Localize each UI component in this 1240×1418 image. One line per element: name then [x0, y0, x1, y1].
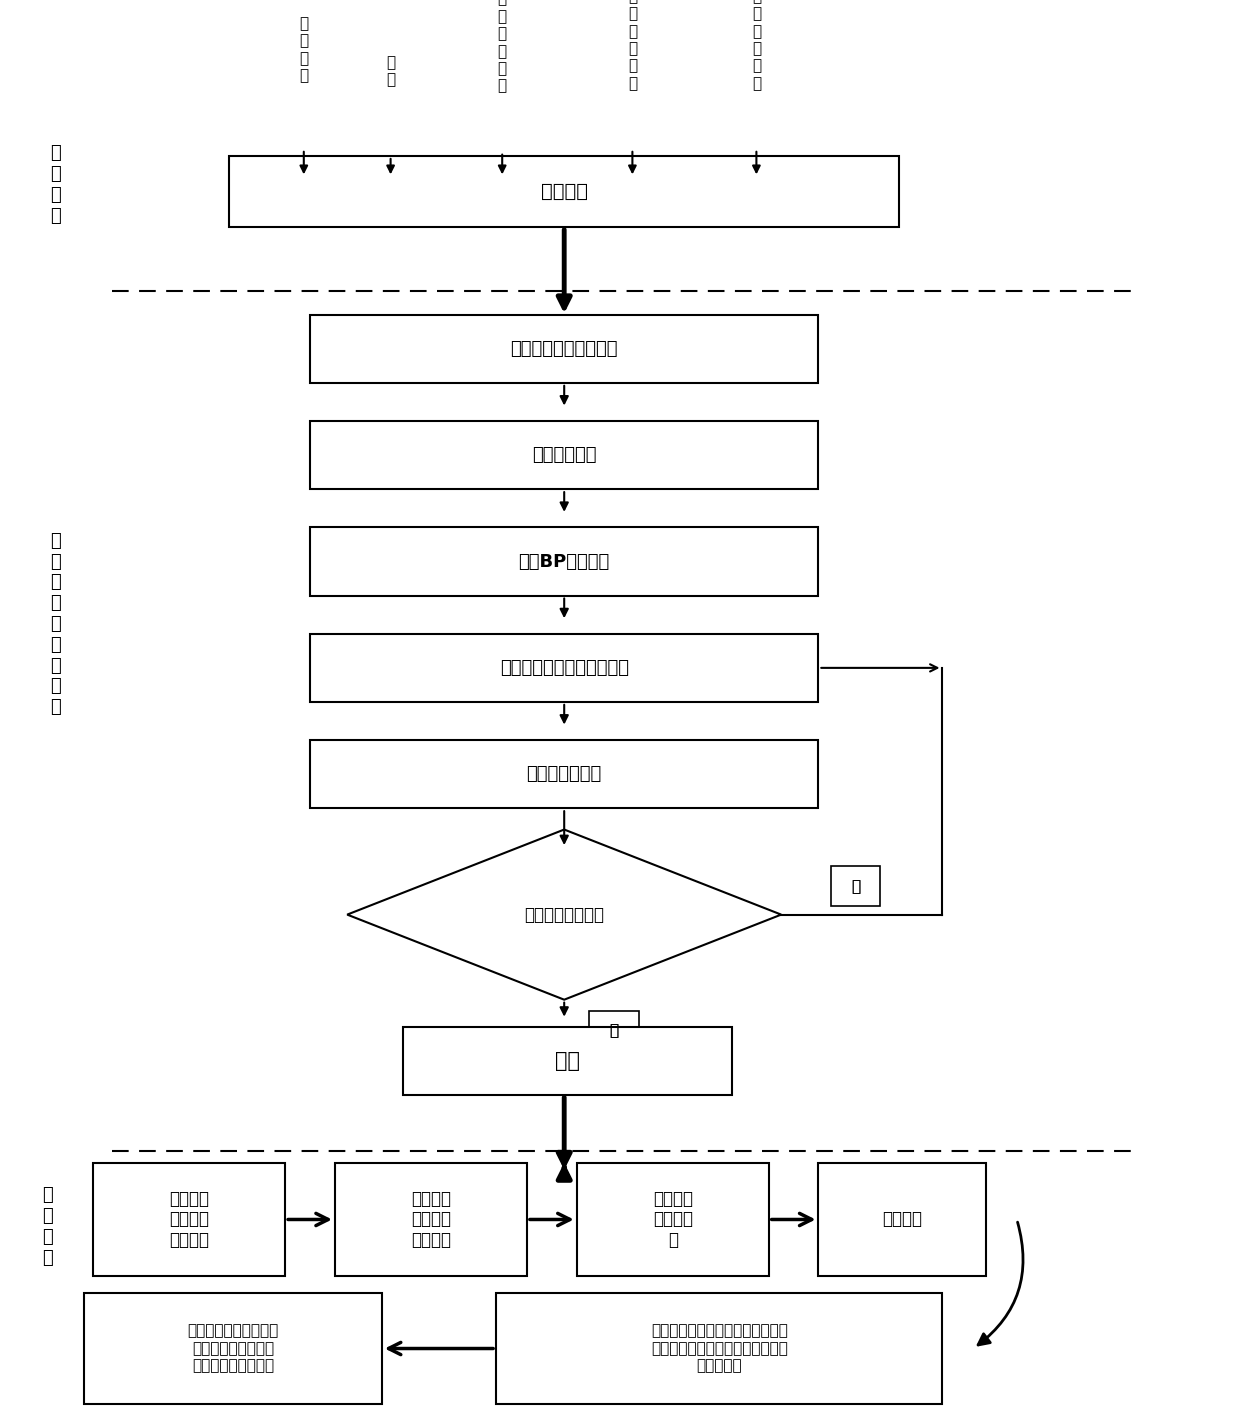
Text: 是: 是	[609, 1024, 619, 1038]
Bar	[310, 634, 818, 702]
Bar	[831, 866, 880, 906]
Text: 数
据
收
集: 数 据 收 集	[51, 145, 61, 224]
Text: 风
速: 风 速	[386, 55, 396, 86]
Text: 计算输出层误差: 计算输出层误差	[527, 766, 601, 783]
Text: 是: 是	[609, 1024, 619, 1038]
Bar	[335, 1163, 527, 1276]
Text: 训练网络、计算输出层输出: 训练网络、计算输出层输出	[500, 659, 629, 676]
Text: 评价系统: 评价系统	[882, 1211, 923, 1228]
Text: 神
经
网
络
构
建
及
训
练: 神 经 网 络 构 建 及 训 练	[51, 532, 61, 716]
Text: 否: 否	[851, 879, 861, 893]
Text: 连接权值、阈值初始化: 连接权值、阈值初始化	[511, 340, 618, 357]
Bar	[403, 1027, 732, 1095]
Text: 大气的数
据并做归
一化处理: 大气的数 据并做归 一化处理	[169, 1190, 210, 1249]
Text: 已经训练
好的神经
网络模型: 已经训练 好的神经 网络模型	[410, 1190, 451, 1249]
Bar	[310, 527, 818, 596]
Text: 输入学习样本: 输入学习样本	[532, 447, 596, 464]
Text: 大
气
相
对
湿
度: 大 气 相 对 湿 度	[497, 0, 507, 94]
Bar	[84, 1293, 382, 1404]
Text: 根据气候条件选择最优的冷凝器、
再热器出口烟温，降低系统的全生
命周期费用: 根据气候条件选择最优的冷凝器、 再热器出口烟温，降低系统的全生 命周期费用	[651, 1323, 787, 1374]
Text: 是否达到训练条件: 是否达到训练条件	[525, 906, 604, 923]
Bar	[577, 1163, 769, 1276]
Bar	[310, 740, 818, 808]
Text: 收集数据: 收集数据	[541, 182, 588, 201]
Bar	[310, 421, 818, 489]
Text: 大
气
温
度: 大 气 温 度	[299, 16, 309, 84]
Text: 再
热
器
再
热
温
度: 再 热 器 再 热 温 度	[751, 0, 761, 91]
Text: 冷
凝
器
冷
凝
温
度: 冷 凝 器 冷 凝 温 度	[627, 0, 637, 91]
Bar	[818, 1163, 986, 1276]
FancyArrowPatch shape	[978, 1222, 1023, 1344]
Bar	[93, 1163, 285, 1276]
Bar	[229, 156, 899, 227]
Bar	[496, 1293, 942, 1404]
Text: 创建BP神经网络: 创建BP神经网络	[518, 553, 610, 570]
Text: 否: 否	[851, 879, 861, 893]
Text: 根据实际过程中的气象
条件，动态调整冷凝
器、再热器出口烟温: 根据实际过程中的气象 条件，动态调整冷凝 器、再热器出口烟温	[187, 1323, 279, 1374]
Text: 结束: 结束	[554, 1051, 580, 1071]
Polygon shape	[347, 830, 781, 1000]
Bar	[589, 1011, 639, 1051]
Text: 实
例
应
用: 实 例 应 用	[42, 1187, 52, 1266]
Text: 获得对应
的再热温
度: 获得对应 的再热温 度	[652, 1190, 693, 1249]
Bar	[310, 315, 818, 383]
